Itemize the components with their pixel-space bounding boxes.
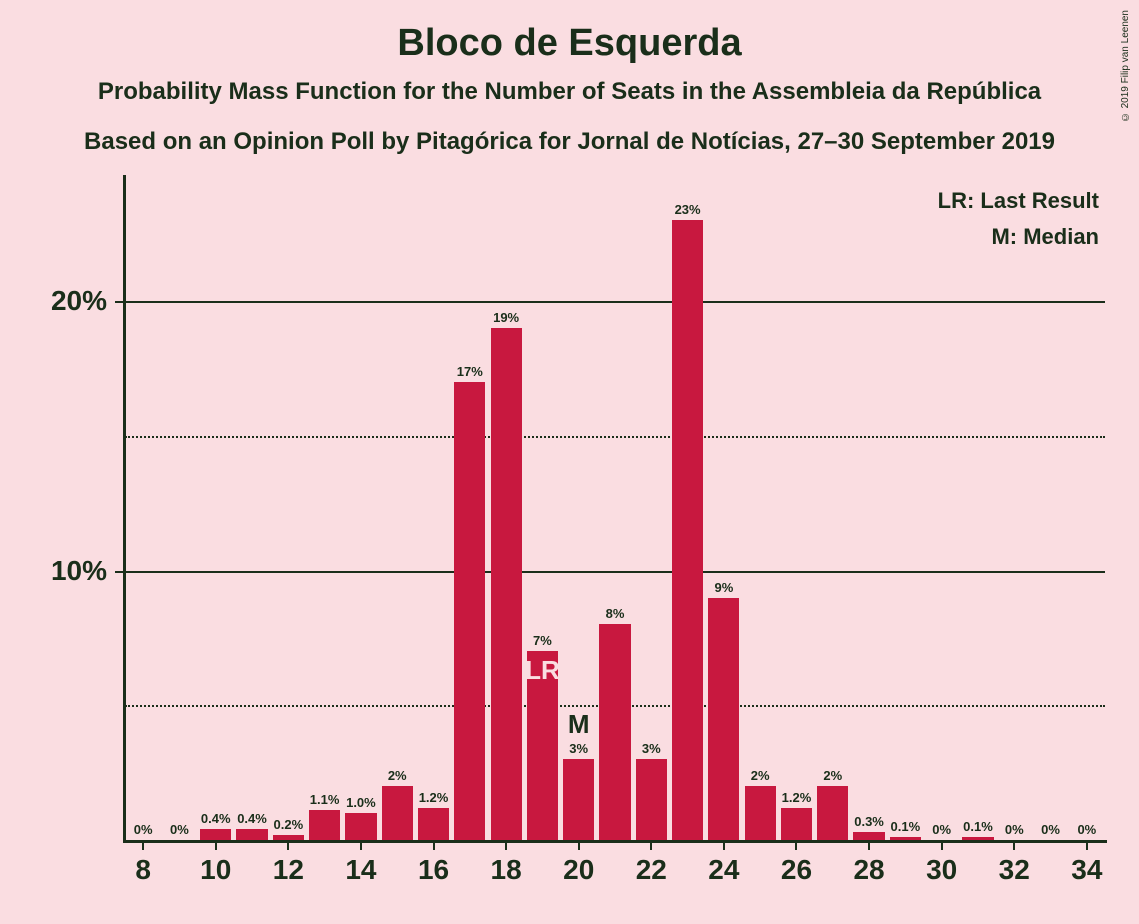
bar-value-label: 8% xyxy=(590,606,640,621)
gridline-major xyxy=(125,571,1105,573)
bar-value-label: 7% xyxy=(517,633,567,648)
x-axis-label: 32 xyxy=(984,854,1044,886)
bar-value-label: 9% xyxy=(699,580,749,595)
bar-value-label: 2% xyxy=(372,768,422,783)
x-axis-label: 26 xyxy=(766,854,826,886)
y-axis-label: 20% xyxy=(17,285,107,317)
x-tick xyxy=(505,842,507,850)
bar-value-label: 2% xyxy=(735,768,785,783)
x-tick xyxy=(360,842,362,850)
gridline-major xyxy=(125,301,1105,303)
bar xyxy=(454,382,485,840)
x-axis-label: 16 xyxy=(404,854,464,886)
bar xyxy=(781,808,812,840)
bar-value-label: 23% xyxy=(663,202,713,217)
bar xyxy=(200,829,231,840)
bar xyxy=(672,220,703,840)
x-tick xyxy=(723,842,725,850)
chart-subtitle-2: Based on an Opinion Poll by Pitagórica f… xyxy=(0,128,1139,156)
x-axis-label: 34 xyxy=(1057,854,1117,886)
y-axis xyxy=(123,175,126,840)
gridline-minor xyxy=(125,436,1105,438)
overlay-m: M xyxy=(554,709,604,740)
x-tick xyxy=(941,842,943,850)
bar xyxy=(636,759,667,840)
bar-value-label: 1.2% xyxy=(409,790,459,805)
bar xyxy=(273,835,304,840)
bar-value-label: 0% xyxy=(1062,822,1112,837)
x-axis-label: 10 xyxy=(186,854,246,886)
bar xyxy=(962,837,993,840)
x-axis-label: 14 xyxy=(331,854,391,886)
x-axis-label: 8 xyxy=(113,854,173,886)
bar xyxy=(563,759,594,840)
y-tick xyxy=(115,301,125,303)
bar-value-label: 2% xyxy=(808,768,858,783)
bar-value-label: 0.2% xyxy=(263,817,313,832)
bar xyxy=(708,598,739,840)
y-tick xyxy=(115,571,125,573)
bar-value-label: 19% xyxy=(481,310,531,325)
x-axis-label: 30 xyxy=(912,854,972,886)
x-tick xyxy=(433,842,435,850)
x-tick xyxy=(578,842,580,850)
plot-area: 10%20%0%0%0.4%0.4%0.2%1.1%1.0%2%1.2%17%1… xyxy=(125,180,1105,840)
copyright-text: © 2019 Filip van Leenen xyxy=(1120,10,1131,122)
chart-title: Bloco de Esquerda xyxy=(0,22,1139,65)
x-axis-label: 24 xyxy=(694,854,754,886)
bar xyxy=(345,813,376,840)
x-tick xyxy=(1013,842,1015,850)
bar xyxy=(491,328,522,840)
chart-subtitle-1: Probability Mass Function for the Number… xyxy=(0,78,1139,106)
x-tick xyxy=(287,842,289,850)
bar xyxy=(418,808,449,840)
bar-value-label: 1.0% xyxy=(336,795,386,810)
x-tick xyxy=(868,842,870,850)
x-tick xyxy=(142,842,144,850)
bar xyxy=(309,810,340,840)
x-axis-label: 20 xyxy=(549,854,609,886)
overlay-lr: LR xyxy=(517,655,567,686)
bar-value-label: 3% xyxy=(626,741,676,756)
x-axis xyxy=(123,840,1107,843)
x-axis-label: 12 xyxy=(258,854,318,886)
x-tick xyxy=(1086,842,1088,850)
bar xyxy=(599,624,630,840)
bar-value-label: 17% xyxy=(445,364,495,379)
x-axis-label: 22 xyxy=(621,854,681,886)
x-axis-label: 18 xyxy=(476,854,536,886)
x-tick xyxy=(650,842,652,850)
bar-value-label: 3% xyxy=(554,741,604,756)
x-tick xyxy=(215,842,217,850)
chart-container: Bloco de Esquerda Probability Mass Funct… xyxy=(0,0,1139,924)
x-tick xyxy=(795,842,797,850)
bar-value-label: 1.2% xyxy=(771,790,821,805)
y-axis-label: 10% xyxy=(17,555,107,587)
x-axis-label: 28 xyxy=(839,854,899,886)
bar xyxy=(890,837,921,840)
